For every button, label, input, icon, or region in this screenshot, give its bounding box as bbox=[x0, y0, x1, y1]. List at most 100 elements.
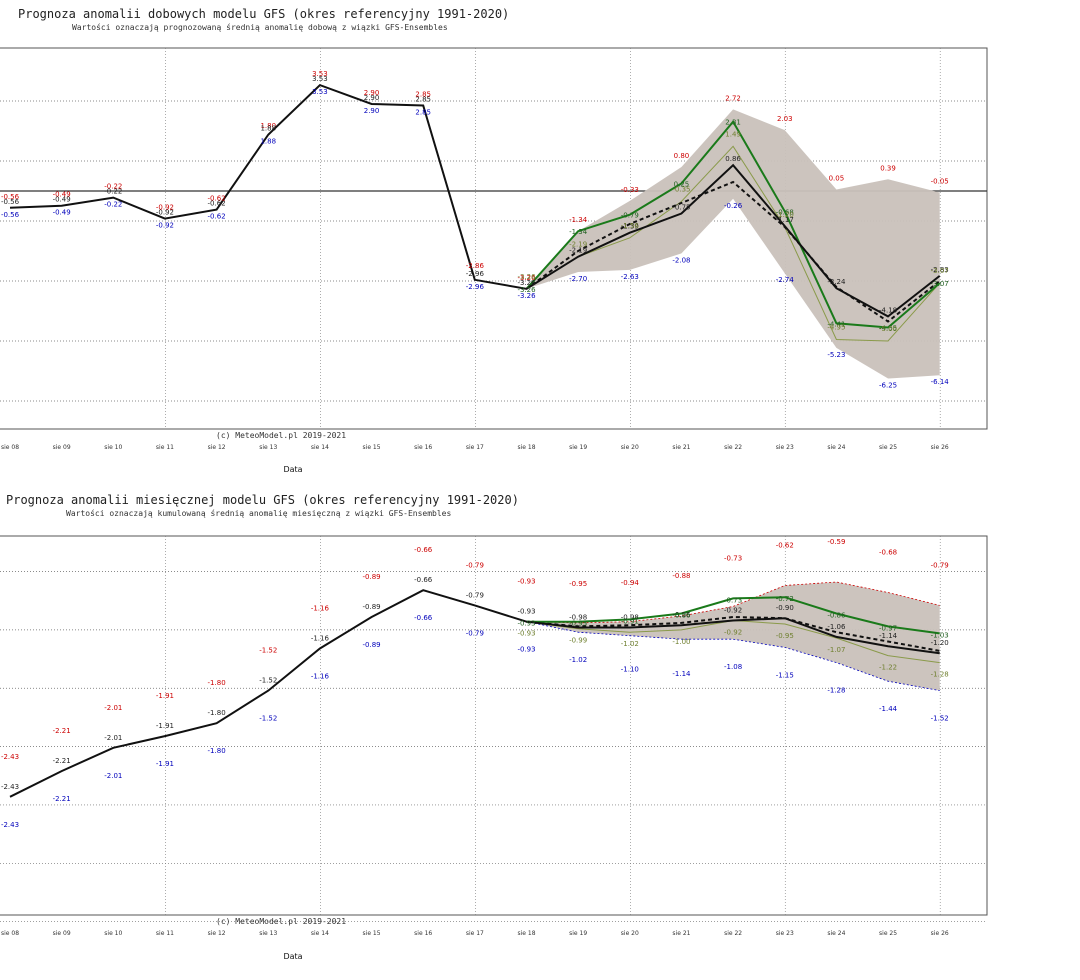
min-data-label: -2.63 bbox=[621, 273, 639, 281]
x-tick-label: sie 20 bbox=[621, 444, 639, 451]
control-data-label: -0.93 bbox=[569, 620, 587, 628]
operational-data-label: -4.95 bbox=[827, 324, 845, 332]
min-data-label: -1.28 bbox=[827, 687, 845, 695]
min-data-label: -0.49 bbox=[53, 209, 71, 217]
x-tick-label: sie 11 bbox=[156, 444, 174, 451]
mean-data-label: -0.90 bbox=[776, 604, 794, 612]
max-data-label: -0.79 bbox=[466, 561, 484, 569]
max-data-label: -1.34 bbox=[569, 216, 588, 224]
ensemble-spread-band bbox=[526, 582, 940, 691]
min-data-label: -3.26 bbox=[517, 292, 536, 300]
mean-data-label: -0.79 bbox=[466, 591, 484, 599]
x-tick-label: sie 17 bbox=[466, 444, 484, 451]
control-data-label: -0.86 bbox=[827, 612, 846, 620]
max-data-label: 0.39 bbox=[880, 164, 896, 172]
max-data-label: -1.80 bbox=[208, 679, 226, 687]
mean-data-label: -0.96 bbox=[672, 611, 691, 619]
min-edge-line bbox=[526, 621, 940, 691]
max-data-label: -0.93 bbox=[517, 578, 535, 586]
control-data-label: -3.26 bbox=[517, 286, 536, 294]
operational-data-label: -3.07 bbox=[931, 267, 949, 275]
max-data-label: -2.43 bbox=[1, 753, 19, 761]
x-tick-label: sie 26 bbox=[931, 444, 949, 451]
max-data-label: -0.62 bbox=[208, 195, 226, 203]
x-tick-label: sie 23 bbox=[776, 444, 794, 451]
max-data-label: -1.16 bbox=[311, 605, 330, 613]
min-data-label: -1.44 bbox=[879, 705, 898, 713]
mean-data-label: -0.98 bbox=[569, 614, 587, 622]
mean-data-label: -4.18 bbox=[879, 306, 897, 314]
mean-data-label: -0.56 bbox=[1, 198, 20, 206]
min-data-label: -2.01 bbox=[104, 772, 122, 780]
x-tick-label: sie 09 bbox=[53, 444, 71, 451]
min-data-label: -1.15 bbox=[776, 671, 794, 679]
mean-data-label: -3.26 bbox=[517, 279, 536, 287]
max-data-label: -3.26 bbox=[517, 274, 536, 282]
x-tick-label: sie 08 bbox=[1, 444, 19, 451]
max-data-label: 0.80 bbox=[674, 152, 690, 160]
min-data-label: 3.53 bbox=[312, 88, 328, 96]
min-data-label: -1.14 bbox=[672, 670, 691, 678]
min-data-label: -2.74 bbox=[776, 276, 795, 284]
operational-data-label: -0.99 bbox=[569, 637, 587, 645]
min-data-label: -0.93 bbox=[517, 646, 535, 654]
x-tick-label: sie 09 bbox=[53, 930, 71, 937]
max-data-label: 3.53 bbox=[312, 70, 328, 78]
min-data-label: -0.62 bbox=[208, 213, 226, 221]
x-tick-label: sie 11 bbox=[156, 930, 174, 937]
max-data-label: -2.86 bbox=[466, 262, 485, 270]
mean-data-label: -0.98 bbox=[621, 614, 639, 622]
mean-data-label: -0.92 bbox=[724, 607, 742, 615]
operational-data-label: -5.00 bbox=[879, 325, 897, 333]
control-line bbox=[526, 596, 940, 635]
control-data-label: -0.73 bbox=[724, 596, 742, 604]
x-tick-label: sie 21 bbox=[672, 930, 690, 937]
ensemble-spread-band bbox=[526, 109, 940, 379]
max-data-label: -0.62 bbox=[776, 542, 794, 550]
max-data-label: -0.05 bbox=[931, 178, 949, 186]
mean-data-label: -2.21 bbox=[53, 757, 71, 765]
max-data-label: -0.68 bbox=[879, 549, 897, 557]
max-data-label: -0.22 bbox=[104, 183, 122, 191]
max-data-label: 2.85 bbox=[415, 91, 431, 99]
max-data-label: -0.88 bbox=[672, 572, 690, 580]
control-line bbox=[525, 119, 941, 329]
min-data-label: -0.89 bbox=[362, 641, 380, 649]
x-tick-label: sie 18 bbox=[517, 930, 535, 937]
mean-data-label: 2.85 bbox=[415, 96, 431, 104]
operational-data-label: -0.93 bbox=[517, 630, 535, 638]
control-data-label: -0.93 bbox=[517, 620, 535, 628]
operational-data-label: 1.49 bbox=[725, 130, 741, 138]
mean-data-label: -0.89 bbox=[362, 603, 380, 611]
x-tick-label: sie 22 bbox=[724, 444, 742, 451]
mean-data-label: -1.16 bbox=[311, 635, 330, 643]
min-data-label: -2.08 bbox=[672, 256, 690, 264]
copyright-text: (c) MeteoModel.pl 2019-2021 bbox=[216, 431, 346, 440]
mean-data-label: 2.90 bbox=[364, 94, 380, 102]
mean-line bbox=[9, 83, 941, 318]
min-data-label: -2.70 bbox=[569, 275, 587, 283]
x-tick-label: sie 10 bbox=[104, 444, 122, 451]
x-tick-label: sie 13 bbox=[259, 930, 277, 937]
operational-data-label: -1.02 bbox=[621, 640, 639, 648]
x-tick-label: sie 25 bbox=[879, 930, 897, 937]
max-data-label: -0.56 bbox=[1, 193, 20, 201]
ensemble-mean-line bbox=[525, 180, 941, 323]
x-tick-label: sie 16 bbox=[414, 930, 432, 937]
control-data-label: -1.03 bbox=[931, 631, 949, 639]
x-tick-label: sie 24 bbox=[827, 930, 845, 937]
monthly-anomaly-chart: sie 08 sie 09 sie 10 sie 11 sie 12 sie 13 sie … bbox=[0, 535, 988, 937]
mean-data-label: 0.86 bbox=[725, 155, 741, 163]
mean-data-label: -1.14 bbox=[879, 632, 898, 640]
max-data-label: -0.73 bbox=[724, 554, 742, 562]
control-data-label: -0.91 bbox=[621, 617, 639, 625]
operational-data-label: -1.00 bbox=[672, 638, 690, 646]
x-tick-label: sie 25 bbox=[879, 444, 897, 451]
mean-data-label: -0.66 bbox=[414, 576, 433, 584]
chart2-xlabel: Data bbox=[283, 952, 302, 961]
control-data-label: -1.34 bbox=[569, 228, 588, 236]
x-tick-label: sie 23 bbox=[776, 930, 794, 937]
mean-data-label: -1.52 bbox=[259, 677, 277, 685]
max-data-label: -0.95 bbox=[569, 580, 587, 588]
x-tick-label: sie 10 bbox=[104, 930, 122, 937]
